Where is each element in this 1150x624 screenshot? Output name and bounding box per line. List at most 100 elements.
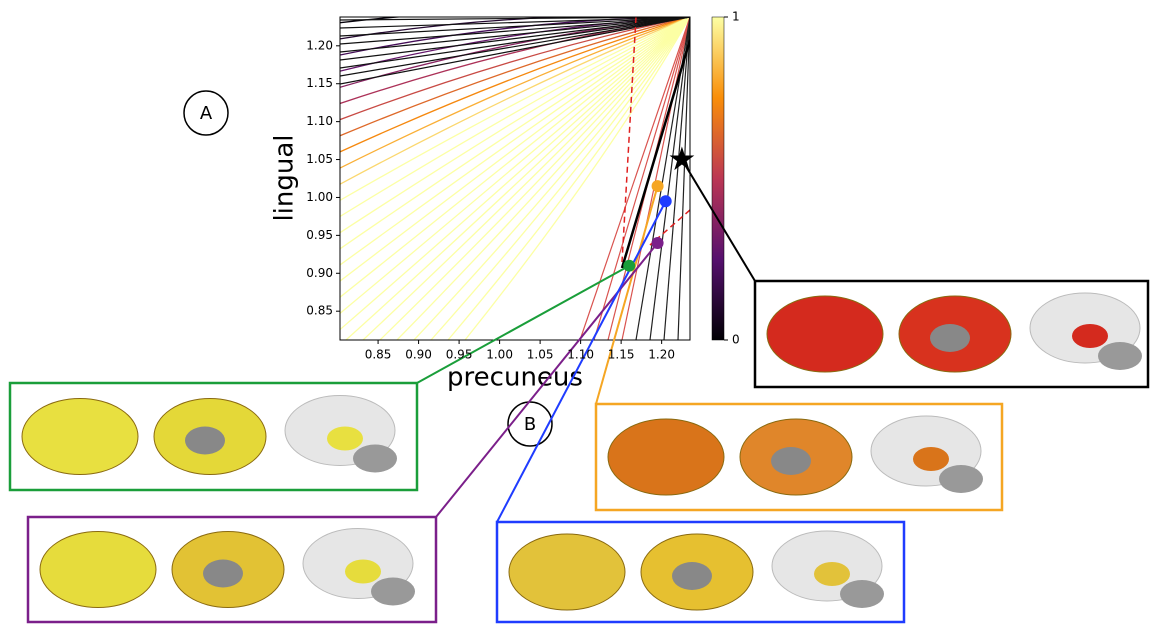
x-tick-label: 1.10 <box>567 348 594 362</box>
point-marker <box>623 259 636 272</box>
connector <box>681 159 756 282</box>
streamline <box>688 17 690 18</box>
brain-lateral <box>21 398 139 475</box>
x-axis-label: precuneus <box>447 363 583 393</box>
brain-stem <box>771 447 811 475</box>
streamline <box>340 17 690 218</box>
brain-subcortical <box>327 426 363 451</box>
streamline <box>663 17 690 340</box>
colorbar-tick-label: 1 <box>732 10 740 24</box>
streamline <box>688 17 690 18</box>
x-tick-label: 0.85 <box>365 348 392 362</box>
panel-label: A <box>200 103 213 124</box>
y-tick-label: 0.95 <box>306 228 333 242</box>
streamline <box>340 17 690 153</box>
streamline <box>340 17 690 45</box>
streamline <box>688 17 690 18</box>
streamline <box>340 17 690 266</box>
y-tick-label: 1.00 <box>306 190 333 204</box>
streamline <box>430 17 690 340</box>
panel-circle <box>183 90 229 136</box>
streamline <box>340 17 690 53</box>
brain-stem <box>185 426 225 455</box>
streamline <box>379 17 690 340</box>
streamline <box>340 17 690 250</box>
streamline <box>688 17 690 18</box>
brain-stem <box>930 324 970 352</box>
y-tick-label: 1.10 <box>306 114 333 128</box>
trajectory <box>620 39 690 269</box>
streamline <box>340 17 690 201</box>
streamline <box>688 17 690 18</box>
brain-stem <box>672 562 712 590</box>
streamline <box>687 17 690 18</box>
streamline <box>340 17 690 69</box>
streamline <box>687 17 690 18</box>
streamline <box>340 17 690 77</box>
point-marker <box>651 180 664 193</box>
y-tick-label: 1.05 <box>306 152 333 166</box>
streamline <box>340 17 690 85</box>
streamline <box>686 17 690 18</box>
cerebellum <box>1098 342 1142 370</box>
x-tick-label: 0.90 <box>405 348 432 362</box>
streamline <box>340 17 690 137</box>
streamline <box>362 17 690 340</box>
y-tick-label: 1.15 <box>306 76 333 90</box>
streamline <box>688 17 690 18</box>
cerebellum <box>353 444 397 473</box>
markers <box>623 146 695 272</box>
point-marker <box>651 236 664 249</box>
streamline <box>593 17 690 340</box>
streamline <box>413 17 690 340</box>
brain-subcortical <box>345 559 381 584</box>
streamline <box>621 17 690 340</box>
streamlines <box>340 17 690 340</box>
x-tick-label: 1.20 <box>648 348 675 362</box>
panel-label: B <box>524 414 536 435</box>
streamline <box>340 17 690 169</box>
streamline <box>340 17 690 40</box>
brain-lateral <box>508 533 626 611</box>
streamline <box>340 17 690 314</box>
streamline <box>340 17 690 37</box>
streamline <box>340 17 690 61</box>
brain-lateral <box>39 531 157 608</box>
y-axis-label: lingual <box>270 134 300 221</box>
point-marker <box>659 195 672 208</box>
y-tick-label: 0.85 <box>306 304 333 318</box>
streamline <box>688 17 690 18</box>
streamline <box>684 17 690 18</box>
cerebellum <box>840 580 884 608</box>
cerebellum <box>939 465 983 493</box>
brain-subcortical <box>814 562 850 586</box>
brain-subcortical <box>1072 324 1108 348</box>
brain-lateral <box>607 418 725 496</box>
x-tick-label: 1.15 <box>608 348 635 362</box>
streamline <box>340 17 690 29</box>
y-tick-label: 1.20 <box>306 38 333 52</box>
x-tick-label: 1.05 <box>527 348 554 362</box>
brain-subcortical <box>913 447 949 471</box>
brain-panels <box>8 159 1150 624</box>
streamline <box>688 17 690 18</box>
colorbar-tick-label: 0 <box>732 333 740 347</box>
connector <box>416 264 630 384</box>
streamline <box>686 17 690 18</box>
streamline <box>396 17 690 340</box>
streamline <box>464 17 690 340</box>
streamline <box>340 17 690 121</box>
y-tick-label: 0.90 <box>306 266 333 280</box>
connector <box>496 200 667 523</box>
streamline <box>345 17 690 340</box>
plot-frame <box>339 16 691 341</box>
streamline <box>340 17 690 298</box>
connector <box>595 185 659 405</box>
cerebellum <box>371 577 415 606</box>
colorbar <box>711 16 725 341</box>
streamline <box>340 17 690 331</box>
streamline <box>688 17 690 18</box>
x-tick-label: 0.95 <box>446 348 473 362</box>
streamline <box>447 17 690 340</box>
streamline <box>340 17 690 24</box>
